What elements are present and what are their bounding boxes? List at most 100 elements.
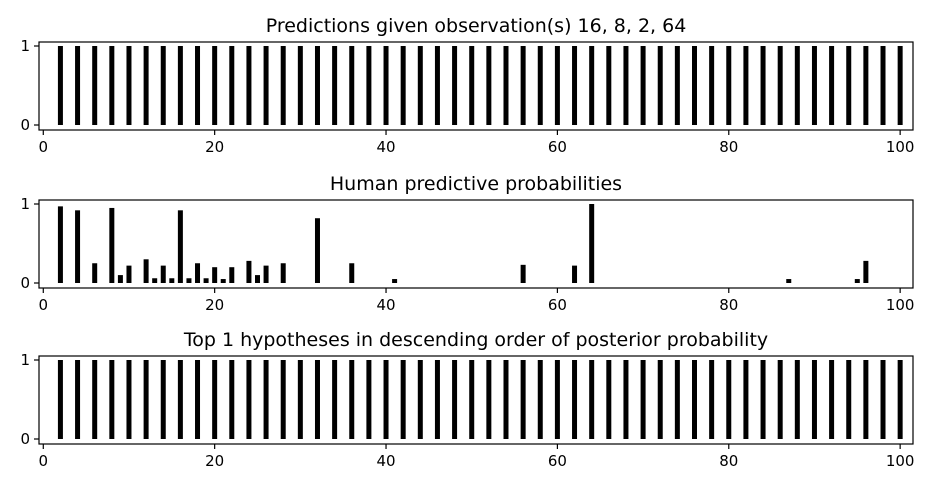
bar bbox=[177, 210, 183, 283]
bar bbox=[383, 46, 389, 125]
chart-panel-3: Top 1 hypotheses in descending order of … bbox=[20, 329, 914, 470]
bar bbox=[75, 46, 81, 125]
bar bbox=[452, 46, 458, 125]
bar bbox=[195, 360, 201, 439]
bar bbox=[829, 360, 835, 439]
bar-series bbox=[57, 360, 903, 439]
bar bbox=[314, 46, 320, 125]
bar bbox=[692, 360, 697, 439]
bar bbox=[229, 46, 235, 125]
bar bbox=[57, 46, 63, 125]
bar bbox=[760, 46, 766, 125]
chart-panel-2: Human predictive probabilities 0 20 40 60 80 1… bbox=[20, 173, 914, 314]
bar bbox=[503, 360, 509, 439]
x-tick-label: 60 bbox=[548, 452, 567, 470]
bar bbox=[657, 46, 663, 125]
bar bbox=[486, 46, 492, 125]
bar bbox=[314, 360, 320, 439]
bar bbox=[897, 46, 903, 125]
x-tick-label: 40 bbox=[376, 452, 395, 470]
bar bbox=[854, 279, 860, 283]
bar bbox=[786, 279, 792, 283]
bar-series bbox=[57, 46, 903, 125]
bar bbox=[674, 360, 680, 439]
bar bbox=[520, 264, 526, 283]
y-tick-label: 0 bbox=[20, 274, 30, 292]
bar bbox=[880, 46, 886, 125]
bar bbox=[92, 263, 98, 283]
bar bbox=[606, 360, 612, 439]
bar bbox=[674, 46, 680, 125]
bar bbox=[143, 360, 149, 439]
bar bbox=[537, 360, 543, 439]
bar bbox=[263, 360, 269, 439]
bar bbox=[520, 46, 526, 125]
bar bbox=[263, 265, 269, 283]
bar bbox=[117, 275, 123, 283]
bar bbox=[383, 360, 389, 439]
bar bbox=[777, 360, 783, 439]
bar bbox=[434, 46, 440, 125]
bar bbox=[152, 278, 158, 283]
bar bbox=[623, 360, 629, 439]
bar bbox=[434, 360, 440, 439]
chart-panel-1: Predictions given observation(s) 16, 8, … bbox=[20, 15, 914, 156]
bar bbox=[366, 46, 372, 125]
bar bbox=[203, 278, 209, 283]
bar bbox=[246, 360, 252, 439]
chart-title: Human predictive probabilities bbox=[330, 173, 622, 195]
bar bbox=[692, 46, 697, 125]
y-tick-label: 0 bbox=[20, 430, 30, 448]
x-tick-label: 80 bbox=[719, 138, 738, 156]
bar bbox=[160, 360, 166, 439]
bar bbox=[349, 263, 355, 283]
bar bbox=[246, 260, 252, 283]
x-tick-label: 80 bbox=[719, 452, 738, 470]
y-tick-label: 0 bbox=[20, 116, 30, 134]
bar bbox=[640, 46, 646, 125]
bar bbox=[743, 360, 749, 439]
bar bbox=[160, 46, 166, 125]
x-tick-label: 20 bbox=[205, 138, 224, 156]
bar bbox=[811, 360, 817, 439]
bar bbox=[829, 46, 835, 125]
bar bbox=[246, 46, 252, 125]
bar bbox=[57, 360, 63, 439]
bar bbox=[109, 360, 115, 439]
bar bbox=[255, 275, 260, 283]
bar bbox=[212, 46, 218, 125]
bar bbox=[212, 360, 218, 439]
bar bbox=[126, 46, 132, 125]
x-tick-label: 100 bbox=[886, 138, 915, 156]
bar bbox=[195, 46, 201, 125]
x-tick-label: 100 bbox=[886, 296, 915, 314]
x-tick-label: 20 bbox=[205, 452, 224, 470]
x-tick-label: 40 bbox=[376, 138, 395, 156]
bar bbox=[400, 360, 406, 439]
bar-series bbox=[57, 204, 869, 283]
bar bbox=[863, 260, 869, 283]
bar bbox=[572, 360, 578, 439]
bar bbox=[263, 46, 269, 125]
bar bbox=[212, 267, 218, 283]
bar bbox=[92, 46, 98, 125]
bar bbox=[229, 360, 235, 439]
bar bbox=[469, 360, 475, 439]
chart-title: Predictions given observation(s) 16, 8, … bbox=[266, 15, 687, 37]
bar bbox=[657, 360, 663, 439]
bar bbox=[297, 360, 303, 439]
x-tick-label: 100 bbox=[886, 452, 915, 470]
axes-frame bbox=[38, 199, 914, 289]
bar bbox=[623, 46, 629, 125]
bar bbox=[177, 46, 183, 125]
bar bbox=[572, 265, 578, 283]
bar bbox=[160, 265, 166, 283]
axes-frame bbox=[38, 41, 914, 131]
bar bbox=[417, 360, 423, 439]
bar bbox=[57, 206, 63, 283]
bar bbox=[280, 360, 286, 439]
bar bbox=[280, 46, 286, 125]
bar bbox=[297, 46, 303, 125]
bar bbox=[554, 360, 560, 439]
bar bbox=[520, 360, 526, 439]
